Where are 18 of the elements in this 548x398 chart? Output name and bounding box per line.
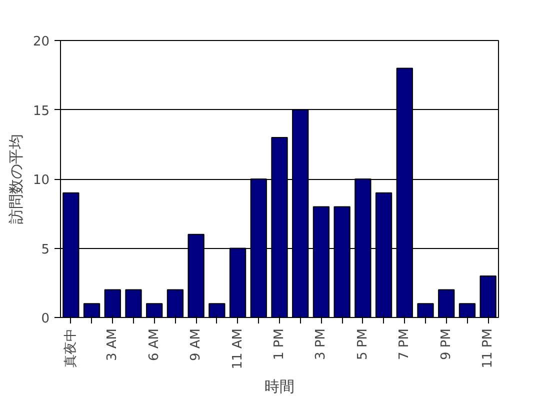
y-tick-label: 0 (41, 312, 50, 326)
x-tick-label: 5 PM (355, 328, 370, 360)
x-tick-label: 9 AM (188, 328, 204, 362)
y-tick-label: 5 (41, 242, 50, 258)
x-tick-label: 9 PM (438, 328, 454, 360)
x-tick-label: 11 AM (230, 328, 246, 370)
x-tick-label: 6 AM (146, 328, 162, 362)
x-tick-label: 3 PM (314, 328, 329, 360)
x-tick-label: 11 PM (480, 328, 496, 368)
y-tick-label: 10 (32, 173, 50, 188)
x-tick-label: 真夜中 (62, 328, 78, 368)
x-axis-title: 時間 (264, 377, 294, 396)
y-tick-label: 20 (32, 34, 50, 50)
x-tick-label: 3 AM (105, 328, 120, 362)
x-tick-label: 7 PM (397, 328, 412, 360)
x-tick-label: 1 PM (272, 328, 287, 360)
y-tick-label: 15 (32, 104, 50, 119)
y-axis-title: 訪問数の平均 (6, 134, 25, 224)
